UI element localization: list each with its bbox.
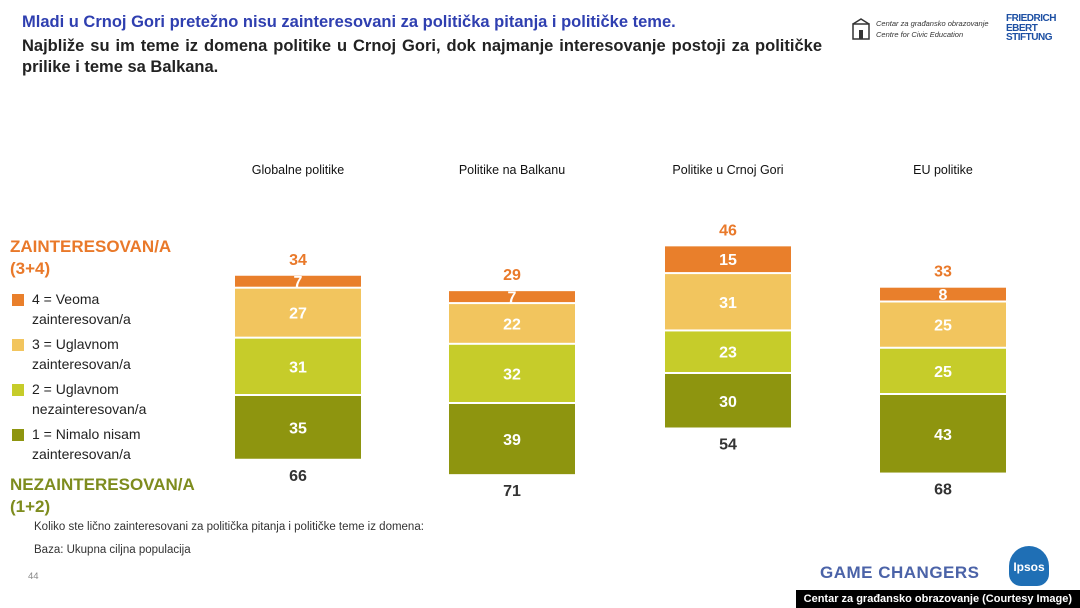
- bar-label-3-level4: 8: [939, 287, 948, 304]
- survey-base: Baza: Ukupna ciljna populacija: [34, 544, 191, 556]
- stacked-bar-chart: 35 31 27 7 34 66 39 32 22 7 29 71 30 23 31 15 46 54 43 25 25…: [235, 222, 1006, 500]
- legend-text-4: 4 = Veoma zainteresovan/a: [32, 289, 131, 329]
- legend-item-2-line2: nezainteresovan/a: [32, 401, 147, 417]
- bar-label-3-level2: 25: [934, 364, 952, 381]
- bar-label-0-level1: 35: [289, 420, 307, 437]
- bar-label-2-level2: 23: [719, 345, 737, 362]
- bar-3-level2: [880, 348, 1006, 393]
- total-not-interested-1: 71: [503, 483, 521, 500]
- category-label-2: Politike u Crnoj Gori: [672, 163, 784, 177]
- legend-swatch-3: [12, 339, 24, 351]
- legend-item-4-line1: 4 = Veoma: [32, 291, 100, 307]
- legend-swatch-4: [12, 294, 24, 306]
- fes-logo-line2: EBERT: [1006, 22, 1038, 34]
- bar-label-0-level2: 31: [289, 359, 307, 376]
- legend-interested-sub: (3+4): [10, 259, 51, 278]
- legend-item-1-line1: 1 = Nimalo nisam: [32, 426, 141, 442]
- bar-2-level4: [665, 246, 791, 273]
- legend-item-1-line2: zainteresovan/a: [32, 446, 131, 462]
- total-interested-1: 29: [503, 267, 521, 284]
- survey-question: Koliko ste lično zainteresovani za polit…: [34, 521, 424, 533]
- bar-label-1-level3: 22: [503, 316, 521, 333]
- legend-text-3: 3 = Uglavnom zainteresovan/a: [32, 334, 131, 374]
- legend-text-1: 1 = Nimalo nisam zainteresovan/a: [32, 424, 141, 464]
- image-credit: Centar za građansko obrazovanje (Courtes…: [795, 590, 1080, 608]
- bar-2-level1: [665, 374, 791, 428]
- bar-1-level1: [449, 404, 575, 475]
- total-interested-3: 33: [934, 264, 952, 281]
- bar-label-0-level3: 27: [289, 306, 307, 323]
- bar-label-3-level1: 43: [934, 427, 952, 444]
- legend-not-interested-title: NEZAINTERESOVAN/A: [10, 475, 195, 494]
- cgo-logo-icon: [852, 18, 870, 40]
- legend-interested-heading: ZAINTERESOVAN/A (3+4): [10, 236, 171, 280]
- cgo-logo-line2: Centre for Civic Education: [876, 30, 964, 39]
- bar-label-1-level1: 39: [503, 432, 521, 449]
- bar-1-level2: [449, 344, 575, 402]
- legend-item-3-line1: 3 = Uglavnom: [32, 336, 119, 352]
- category-label-3: EU politike: [913, 163, 973, 177]
- game-changers-brand: GAME CHANGERS: [820, 563, 980, 582]
- bar-0-level1: [235, 396, 361, 459]
- total-not-interested-2: 54: [719, 437, 737, 454]
- bar-1-level4: [449, 291, 575, 303]
- category-label-1: Politike na Balkanu: [458, 163, 566, 177]
- bar-label-1-level2: 32: [503, 366, 521, 383]
- bar-0-level3: [235, 288, 361, 337]
- total-interested-0: 34: [289, 252, 307, 269]
- total-interested-2: 46: [719, 222, 737, 239]
- legend-text-2: 2 = Uglavnom nezainteresovan/a: [32, 379, 146, 419]
- bar-label-2-level4: 15: [719, 252, 737, 269]
- legend-interested-title: ZAINTERESOVAN/A: [10, 237, 172, 256]
- bar-1-level3: [449, 304, 575, 343]
- bar-0-level4: [235, 275, 361, 287]
- bar-2-level3: [665, 274, 791, 330]
- bar-3-level4: [880, 287, 1006, 301]
- fes-logo-line3: STIFTUNG: [1006, 32, 1053, 43]
- bar-3-level1: [880, 395, 1006, 473]
- category-label-0: Globalne politike: [251, 163, 345, 177]
- legend-swatch-2: [12, 384, 24, 396]
- total-not-interested-3: 68: [934, 482, 952, 499]
- chart-subtitle: Najbliže su im teme iz domena politike u…: [22, 37, 822, 76]
- bar-label-1-level4: 7: [508, 290, 517, 307]
- fes-logo-line1: FRIEDRICH: [1006, 13, 1056, 24]
- legend-item-2-line1: 2 = Uglavnom: [32, 381, 119, 397]
- legend-not-interested-heading: NEZAINTERESOVAN/A (1+2): [10, 474, 195, 518]
- bar-3-level3: [880, 302, 1006, 347]
- bar-label-2-level1: 30: [719, 394, 737, 411]
- page-number: 44: [28, 571, 39, 582]
- bar-2-level2: [665, 331, 791, 372]
- legend-item-4-line2: zainteresovan/a: [32, 311, 131, 327]
- total-not-interested-0: 66: [289, 468, 307, 485]
- legend-swatch-1: [12, 429, 24, 441]
- bar-label-0-level4: 7: [294, 274, 303, 291]
- ipsos-logo-text: Ipsos: [1013, 560, 1045, 574]
- cgo-logo: Centar za građansko obrazovanje Centre f…: [852, 16, 1002, 46]
- legend-item-3-line2: zainteresovan/a: [32, 356, 131, 372]
- bar-0-level2: [235, 338, 361, 394]
- fes-logo: FRIEDRICH EBERT STIFTUNG: [1006, 14, 1066, 43]
- bar-label-3-level3: 25: [934, 318, 952, 335]
- cgo-logo-line1: Centar za građansko obrazovanje: [876, 19, 989, 28]
- legend-not-interested-sub: (1+2): [10, 497, 51, 516]
- ipsos-logo: Ipsos: [1009, 546, 1049, 586]
- bar-label-2-level3: 31: [719, 295, 737, 312]
- chart-title: Mladi u Crnoj Gori pretežno nisu zainter…: [22, 13, 676, 31]
